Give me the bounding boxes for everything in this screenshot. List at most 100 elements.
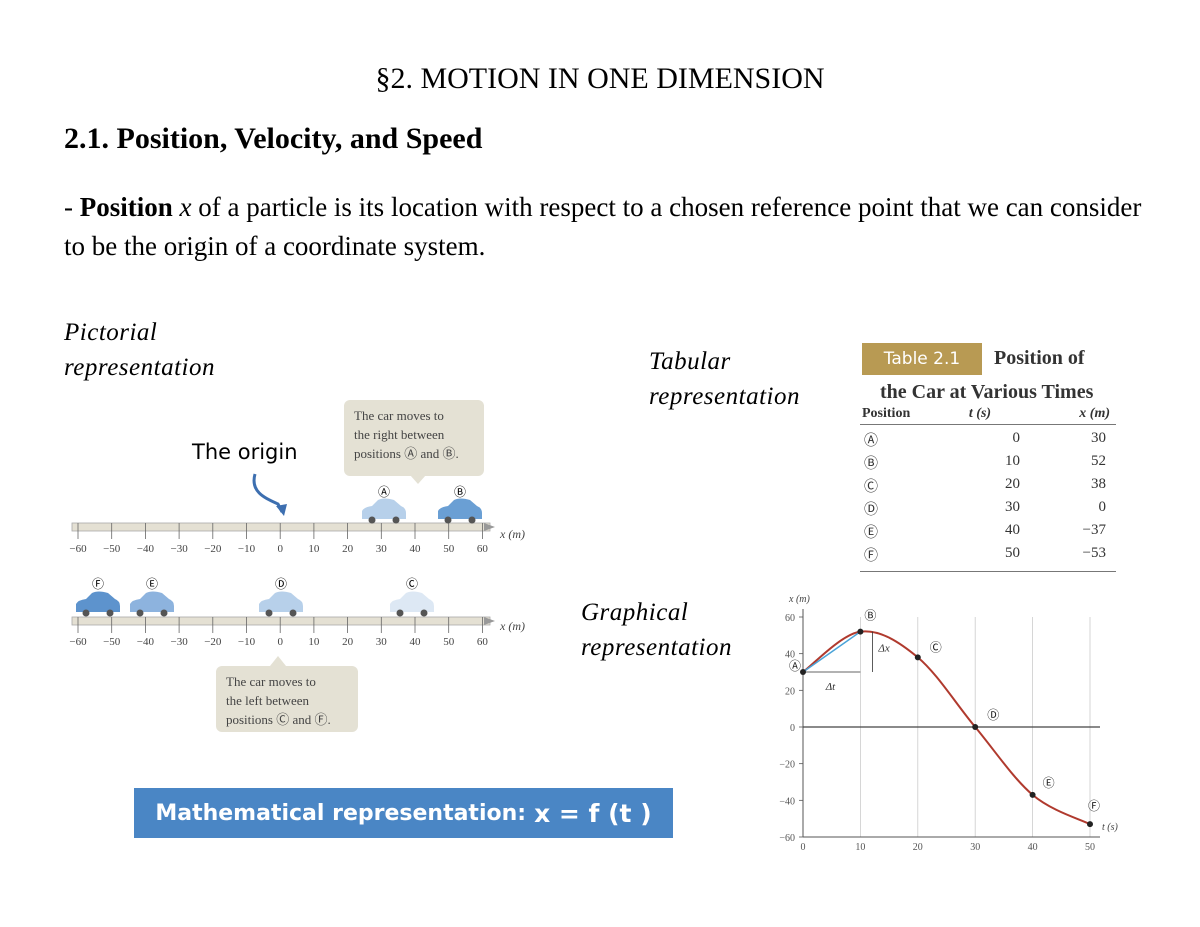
car-a-label: Ⓐ — [378, 485, 390, 499]
table-cell-position-value: 38 — [1091, 476, 1106, 492]
table-cell-time: 30 — [1005, 499, 1020, 515]
axis-tick-label: 30 — [376, 636, 388, 648]
bottom-axis-ticks: −60 −50 −40 −30 −20 −10 0 10 20 30 40 50 60 — [69, 617, 488, 648]
subsection-title: 2.1. Position, Velocity, and Speed — [64, 122, 483, 155]
x-tick-label: 30 — [970, 842, 980, 853]
pictorial-diagram: −60 −50 −40 −30 −20 −10 0 10 20 30 40 50 60 Ⓐ Ⓑ −60−… — [69, 473, 525, 666]
definition-term: Position — [79, 192, 173, 222]
axis-tick-label: 50 — [443, 636, 455, 648]
car-b — [438, 498, 482, 524]
car-c-label: Ⓒ — [406, 577, 418, 591]
table-header-rule — [860, 424, 1116, 425]
delta-x-label: Δx — [877, 643, 889, 655]
pictorial-label-line1: Pictorial — [64, 319, 158, 346]
x-tick-label: 50 — [1085, 842, 1095, 853]
x-tick-label: 10 — [855, 842, 865, 853]
axis-tick-label: −60 — [69, 543, 87, 555]
table-cell-position-value: 52 — [1091, 453, 1106, 469]
graphical-label-line2: representation — [581, 634, 732, 661]
data-point — [914, 654, 921, 661]
axis-tick-label: −50 — [103, 543, 121, 555]
tabular-label-line2: representation — [649, 383, 800, 410]
axis-tick-label: −10 — [238, 636, 256, 648]
table-row: Ⓐ 0 30 — [860, 430, 1116, 452]
x-tick-label: 20 — [913, 842, 923, 853]
bottom-track — [71, 616, 491, 626]
top-track-arrow — [484, 523, 495, 531]
car-d-label: Ⓓ — [275, 577, 287, 591]
table-cell-time: 50 — [1005, 545, 1020, 561]
section-title: §2. MOTION IN ONE DIMENSION — [375, 62, 825, 95]
callout-right-line2: the right between — [354, 427, 445, 442]
math-equation: x = f (t ) — [534, 798, 652, 828]
axis-tick-label: 0 — [277, 636, 283, 648]
y-tick-label: −60 — [779, 833, 795, 844]
pictorial-label-line2: representation — [64, 354, 215, 381]
origin-label: The origin — [192, 440, 298, 464]
table-cell-position-value: −53 — [1082, 545, 1106, 561]
y-tick-label: 40 — [785, 650, 795, 661]
table-cell-position: Ⓐ — [864, 433, 878, 449]
data-point-label: Ⓔ — [1043, 776, 1055, 790]
table-title-line2: the Car at Various Times — [880, 381, 1094, 403]
secant-line — [802, 631, 861, 673]
tabular-label: Tabular representation — [649, 344, 800, 414]
table-row: Ⓕ 50 −53 — [860, 545, 1116, 567]
table-cell-time: 40 — [1005, 522, 1020, 538]
y-tick-label: 60 — [785, 613, 795, 624]
callout-right-pointer — [410, 475, 426, 484]
data-point-label: Ⓓ — [987, 708, 999, 722]
table-cell-position: Ⓒ — [864, 479, 878, 495]
axis-tick-label: 20 — [342, 543, 354, 555]
axis-tick-label: −20 — [204, 543, 222, 555]
callout-right-line3: positions Ⓐ and Ⓑ. — [354, 446, 459, 461]
table-cell-time: 0 — [1012, 430, 1021, 446]
origin-arrowhead — [276, 504, 287, 516]
origin-arrow — [252, 473, 284, 513]
data-point — [1029, 791, 1036, 798]
pictorial-label: Pictorial representation — [64, 315, 215, 385]
axis-tick-label: 60 — [477, 636, 489, 648]
data-point — [972, 724, 979, 730]
definition-prefix: - — [64, 192, 80, 222]
table-cell-position-value: 0 — [1098, 499, 1107, 515]
data-point-label: Ⓕ — [1088, 799, 1100, 813]
top-axis-ticks: −60 −50 −40 −30 −20 −10 0 10 20 30 40 50 60 — [69, 523, 488, 555]
table-header-position: Position — [862, 406, 911, 421]
graphical-label: Graphical representation — [581, 595, 732, 665]
table-cell-position: Ⓓ — [864, 502, 878, 518]
axis-tick-label: 60 — [477, 543, 489, 555]
axis-tick-label: 30 — [376, 543, 388, 555]
y-tick-label: −40 — [779, 796, 795, 807]
definition-text: of a particle is its location with respe… — [64, 192, 1142, 261]
axis-tick-label: −60 — [69, 636, 87, 648]
math-representation-box: Mathematical representation: x = f (t ) — [134, 788, 673, 838]
table-header-t: t (s) — [968, 406, 992, 421]
axis-tick-label: 40 — [410, 543, 422, 555]
series-line — [802, 630, 1091, 826]
callout-left-pointer — [270, 656, 286, 666]
callout-right: The car moves to the right between posit… — [344, 400, 484, 476]
table-title-line1: Position of — [994, 347, 1085, 369]
position-definition: - Position x of a particle is its locati… — [64, 188, 1144, 266]
car-c — [390, 591, 434, 617]
definition-symbol: x — [179, 192, 192, 222]
graphical-label-line1: Graphical — [581, 599, 689, 626]
x-axis-label: t (s) — [1102, 822, 1119, 833]
math-label: Mathematical representation: — [155, 800, 527, 826]
axis-tick-label: −40 — [137, 636, 155, 648]
y-axis-label: x (m) — [788, 594, 810, 605]
axis-tick-label: −10 — [238, 543, 256, 555]
axis-tick-label: 20 — [342, 636, 354, 648]
car-a — [362, 498, 406, 524]
car-f — [76, 591, 120, 617]
axis-tick-label: 50 — [443, 543, 455, 555]
y-tick-label: −20 — [779, 760, 795, 771]
axis-tick-label: −30 — [170, 636, 188, 648]
table-cell-position: Ⓔ — [864, 525, 878, 541]
data-point-label: Ⓑ — [864, 609, 876, 623]
bottom-axis-label: x (m) — [499, 619, 525, 633]
callout-left-line2: the left between — [226, 693, 310, 708]
table-badge: Table 2.1 — [862, 343, 982, 375]
callout-left-line1: The car moves to — [226, 674, 316, 689]
